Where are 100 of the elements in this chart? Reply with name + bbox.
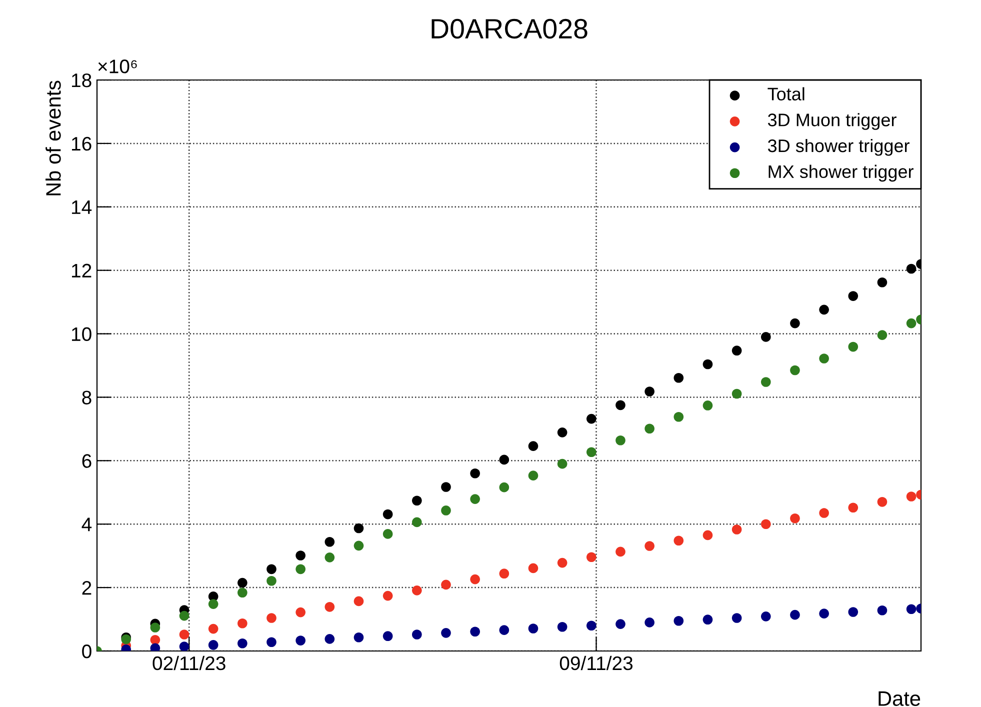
y-tick-label: 14: [72, 200, 92, 214]
point: [702, 359, 713, 370]
point: [208, 640, 218, 650]
point: [790, 513, 800, 524]
point: [324, 552, 335, 562]
point: [616, 435, 626, 446]
point: [441, 580, 451, 590]
point: [499, 454, 510, 465]
point: [528, 441, 538, 451]
point: [441, 628, 451, 638]
point: [296, 550, 306, 560]
point: [382, 509, 393, 520]
x-tick-label: 02/11/23: [152, 656, 226, 670]
point: [412, 586, 422, 596]
legend-label: Total: [768, 87, 804, 100]
point: [470, 626, 480, 637]
point: [208, 624, 218, 634]
point: [702, 530, 713, 540]
point: [790, 318, 800, 328]
point: [674, 616, 684, 626]
point: [702, 614, 713, 625]
y-tick-label: 18: [72, 73, 92, 88]
point: [382, 590, 393, 601]
point: [179, 610, 190, 621]
y-axis-title: Nb of events: [46, 80, 61, 196]
point: [877, 277, 888, 288]
point: [732, 613, 742, 623]
point: [877, 330, 888, 340]
point: [266, 564, 276, 574]
point: [238, 588, 248, 598]
point: [266, 637, 276, 648]
y-tick-label: 6: [82, 454, 92, 468]
chart-title: D0ARCA028: [432, 18, 588, 39]
point: [266, 613, 276, 623]
point: [324, 602, 335, 612]
point: [557, 458, 568, 469]
point: [819, 304, 829, 315]
point: [906, 264, 916, 274]
legend-label: 3D Muon trigger: [768, 113, 896, 130]
point: [674, 372, 684, 383]
point: [906, 318, 916, 328]
point: [238, 618, 248, 628]
point: [324, 634, 335, 644]
legend-label: 3D shower trigger: [768, 138, 910, 156]
point: [528, 470, 538, 480]
point: [557, 622, 568, 632]
point: [296, 636, 306, 646]
point: [906, 604, 916, 614]
point: [616, 546, 626, 557]
point: [499, 625, 510, 635]
point: [790, 610, 800, 620]
point: [499, 568, 510, 579]
point: [150, 634, 160, 645]
point: [644, 424, 654, 434]
point: [354, 540, 364, 551]
point: [674, 536, 684, 546]
point: [674, 412, 684, 422]
point: [760, 332, 771, 342]
point: [760, 519, 771, 530]
y-tick-label: 10: [72, 327, 92, 342]
point: [906, 492, 916, 502]
point: [848, 502, 858, 513]
point: [644, 541, 654, 551]
point: [586, 447, 596, 458]
point: [324, 536, 335, 547]
y-tick-label: 8: [82, 390, 92, 404]
point: [877, 605, 888, 616]
point: [354, 596, 364, 606]
point: [732, 524, 742, 534]
point: [644, 386, 654, 396]
point: [354, 523, 364, 534]
point: [179, 642, 190, 651]
x-axis-title: Date: [878, 691, 920, 706]
point: [499, 482, 510, 492]
point: [819, 354, 829, 364]
point: [528, 624, 538, 634]
point: [819, 608, 829, 618]
point: [208, 599, 218, 609]
point: [528, 563, 538, 574]
point: [238, 578, 248, 588]
point: [266, 576, 276, 586]
point: [702, 400, 713, 410]
point: [412, 630, 422, 640]
point: [877, 496, 888, 507]
point: [179, 630, 190, 640]
legend-label: MX shower trigger: [768, 164, 914, 182]
point: [586, 552, 596, 562]
point: [760, 377, 771, 387]
point: [382, 631, 393, 641]
point: [848, 342, 858, 352]
point: [150, 622, 160, 632]
y-tick-label: 4: [82, 518, 92, 532]
point: [790, 365, 800, 376]
point: [616, 619, 626, 629]
point: [586, 414, 596, 424]
point: [441, 506, 451, 516]
point: [616, 400, 626, 410]
point: [441, 482, 451, 492]
point: [557, 428, 568, 438]
point: [760, 612, 771, 622]
